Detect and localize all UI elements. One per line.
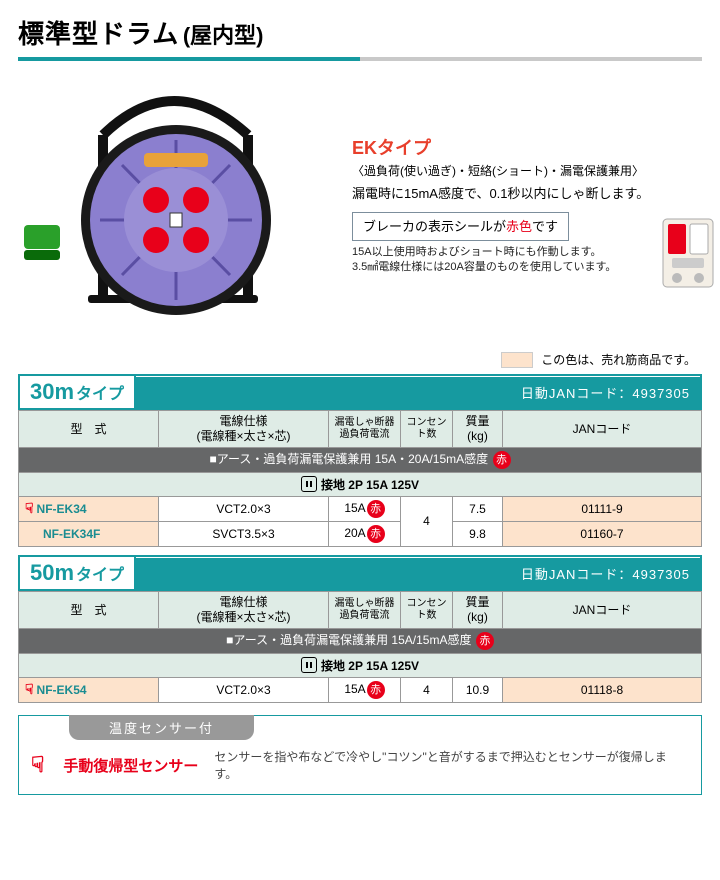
sec30-len: 30m xyxy=(30,379,74,405)
th-outlets: コンセント数 xyxy=(401,411,453,448)
seal-post: です xyxy=(532,219,558,234)
title-main: 標準型ドラム xyxy=(18,19,179,49)
row-category-50: ■アース・過負荷漏電保護兼用 15A/15mA感度 赤 xyxy=(19,629,702,654)
product-image xyxy=(18,75,338,345)
plug-icon xyxy=(301,476,317,492)
legend-swatch xyxy=(501,352,533,368)
sensor-name: 手動復帰型センサー xyxy=(63,755,198,776)
th-wire: 電線仕様(電線種×太さ×芯) xyxy=(159,411,329,448)
ek-description: 漏電時に15mA感度で、0.1秒以内にしゃ断します。 xyxy=(352,184,702,204)
seal-red: 赤色 xyxy=(506,219,532,234)
hero-note-2: 3.5㎟電線仕様には20A容量のものを使用しています。 xyxy=(352,260,702,275)
sensor-box: 温度センサー付 ☟ 手動復帰型センサー センサーを指や布などで冷やし"コツン"と… xyxy=(18,715,702,795)
sec50-type: タイプ xyxy=(76,561,124,585)
sensor-tab: 温度センサー付 xyxy=(69,715,254,740)
hero-section: EKタイプ 〈過負荷(使い過ぎ)・短絡(ショート)・漏電保護兼用〉 漏電時に15… xyxy=(18,75,702,345)
table-row: ☟NF-EK34 VCT2.0×3 15A赤 4 7.5 01111-9 xyxy=(19,497,702,522)
legend-text: この色は、売れ筋商品です。 xyxy=(541,351,696,368)
divider-bars xyxy=(18,57,702,61)
jan-label-50: 日動JANコード：4937305 xyxy=(136,558,700,589)
seal-box: ブレーカの表示シールが赤色です xyxy=(352,212,569,242)
page-title: 標準型ドラム (屋内型) xyxy=(18,14,702,51)
plug-icon xyxy=(301,657,317,673)
spec-table-50m: 型 式 電線仕様(電線種×太さ×芯) 漏電しゃ断器過負荷電流 コンセント数 質量… xyxy=(18,591,702,703)
ek-subtitle: 〈過負荷(使い過ぎ)・短絡(ショート)・漏電保護兼用〉 xyxy=(352,162,702,180)
spec-table-30m: 型 式 電線仕様(電線種×太さ×芯) 漏電しゃ断器過負荷電流 コンセント数 質量… xyxy=(18,410,702,547)
th-breaker: 漏電しゃ断器過負荷電流 xyxy=(329,411,401,448)
row-spec-50: 接地 2P 15A 125V xyxy=(19,654,702,678)
title-sub: (屋内型) xyxy=(183,23,264,48)
hand-icon: ☟ xyxy=(25,681,34,699)
table-row: ☟NF-EK54 VCT2.0×3 15A赤 4 10.9 01118-8 xyxy=(19,678,702,703)
sensor-desc: センサーを指や布などで冷やし"コツン"と音がするまで押込むとセンサーが復帰します… xyxy=(214,748,689,782)
hero-text: EKタイプ 〈過負荷(使い過ぎ)・短絡(ショート)・漏電保護兼用〉 漏電時に15… xyxy=(352,75,702,345)
legend-row: この色は、売れ筋商品です。 xyxy=(18,351,696,368)
jan-label-30: 日動JANコード：4937305 xyxy=(136,377,700,408)
th-jan: JANコード xyxy=(503,411,702,448)
th-weight: 質量(kg) xyxy=(453,411,503,448)
row-spec-30: 接地 2P 15A 125V xyxy=(19,473,702,497)
ek-title: EKタイプ xyxy=(352,138,431,158)
breaker-image xyxy=(662,218,714,288)
hero-note-1: 15A以上使用時およびショート時にも作動します。 xyxy=(352,245,702,260)
section-30m-header: 30mタイプ 日動JANコード：4937305 xyxy=(18,374,702,410)
sec30-type: タイプ xyxy=(76,380,124,404)
hand-icon: ☟ xyxy=(31,752,44,778)
hand-icon: ☟ xyxy=(25,500,34,518)
model: NF-EK34 xyxy=(37,502,87,516)
sec50-len: 50m xyxy=(30,560,74,586)
section-50m-header: 50mタイプ 日動JANコード：4937305 xyxy=(18,555,702,591)
table-row: NF-EK34F SVCT3.5×3 20A赤 9.8 01160-7 xyxy=(19,522,702,547)
th-model: 型 式 xyxy=(19,411,159,448)
seal-pre: ブレーカの表示シールが xyxy=(363,219,506,234)
row-category-30: ■アース・過負荷漏電保護兼用 15A・20A/15mA感度 赤 xyxy=(19,448,702,473)
